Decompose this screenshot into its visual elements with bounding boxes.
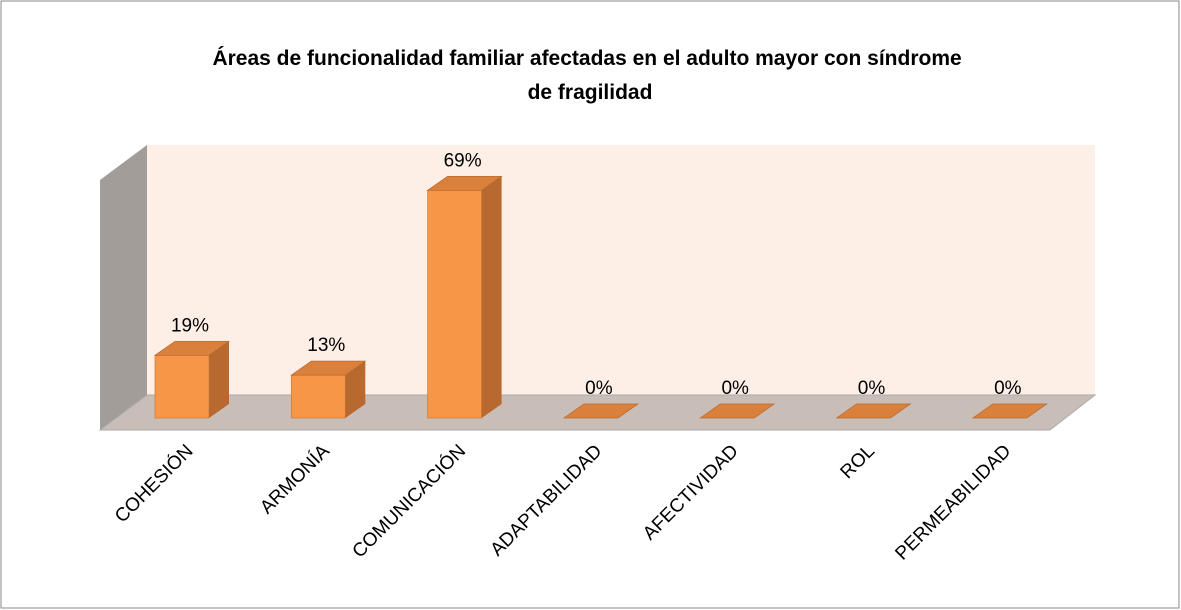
side-wall (100, 145, 147, 430)
bar-side (209, 341, 229, 418)
bar-side (481, 176, 502, 418)
bar-top (699, 403, 776, 419)
value-label: 0% (585, 378, 613, 399)
bar (290, 360, 367, 419)
bar-front (290, 374, 346, 419)
value-label: 0% (721, 378, 749, 399)
bar-front (154, 354, 210, 419)
bar (153, 340, 231, 419)
title-line: Áreas de funcionalidad familiar afectada… (212, 47, 961, 70)
bar-top (562, 403, 640, 419)
title-line: de fragilidad (528, 81, 653, 104)
value-label: 19% (171, 315, 209, 336)
value-label: 0% (858, 378, 886, 399)
value-label: 0% (994, 378, 1022, 399)
bar-top (153, 340, 231, 356)
bar-side (345, 361, 366, 418)
bar (699, 403, 776, 419)
chart-title: Áreas de funcionalidad familiar afectada… (212, 47, 967, 104)
bar-top (290, 360, 367, 376)
bar (835, 403, 912, 419)
bar-top (426, 175, 503, 191)
bar (426, 175, 503, 419)
back-wall (147, 145, 1095, 395)
bar-top (835, 403, 912, 419)
bar-front (427, 189, 482, 419)
bar (971, 403, 1048, 419)
value-label: 13% (307, 335, 345, 356)
bar (562, 403, 640, 419)
value-label: 69% (444, 150, 482, 171)
bar-top (971, 403, 1048, 419)
